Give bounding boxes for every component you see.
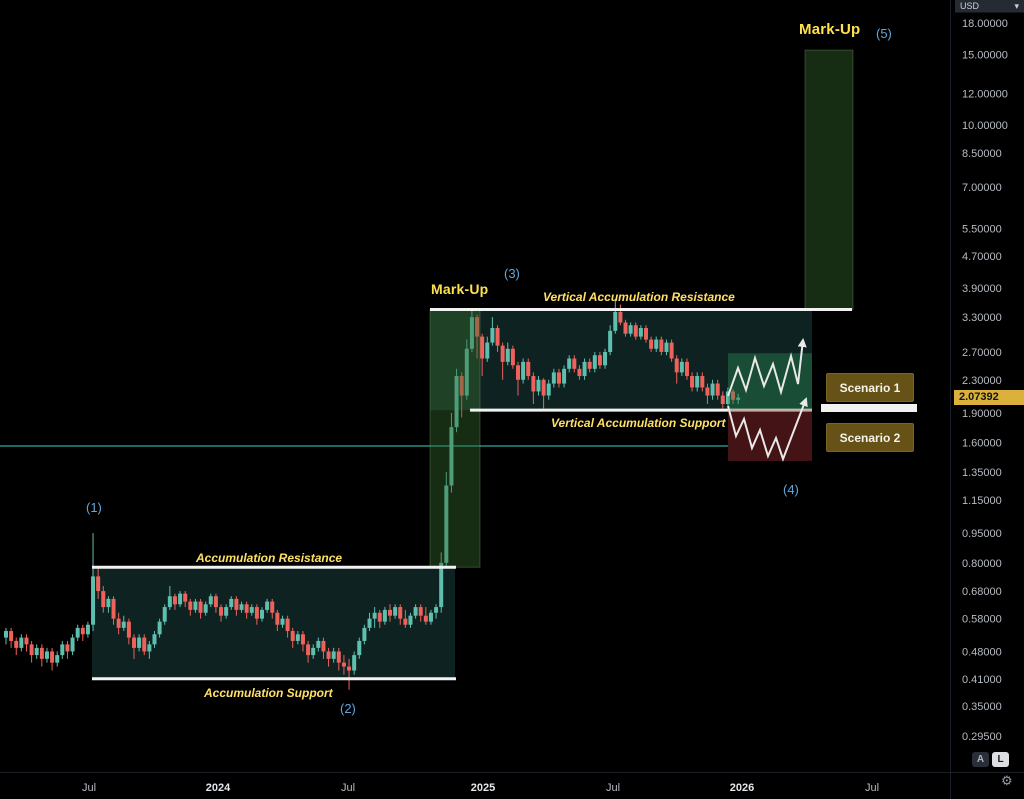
caret-down-icon: ▾ — [1014, 0, 1019, 11]
markup-2 — [804, 49, 854, 310]
price-tick: 0.41000 — [962, 674, 1002, 686]
price-tick: 1.90000 — [962, 408, 1002, 420]
scenario-1-label[interactable]: Scenario 1 — [826, 373, 914, 402]
auto-scale-button[interactable]: A — [972, 752, 989, 767]
price-tick: 8.50000 — [962, 148, 1002, 160]
price-tick: 10.00000 — [962, 120, 1008, 132]
markup-boxes-layer — [429, 49, 854, 568]
time-tick: Jul — [606, 782, 620, 794]
price-tick: 0.48000 — [962, 646, 1002, 658]
levels-layer — [92, 307, 852, 681]
scenario-1-zigzag — [727, 338, 807, 397]
scenario-divider-line — [821, 404, 917, 412]
price-tick: 18.00000 — [962, 18, 1008, 30]
last-price-badge: 2.07392 — [954, 390, 1024, 405]
time-tick: 2025 — [471, 782, 495, 794]
time-tick: Jul — [82, 782, 96, 794]
price-tick: 0.68000 — [962, 586, 1002, 598]
price-tick: 0.29500 — [962, 731, 1002, 743]
price-tick: 2.30000 — [962, 375, 1002, 387]
price-tick: 3.30000 — [962, 312, 1002, 324]
zones-layer — [0, 309, 812, 679]
scenario-2-zigzag — [727, 397, 808, 462]
scenarios-layer — [727, 338, 812, 462]
markup-1 — [429, 308, 481, 568]
time-tick: 2024 — [206, 782, 231, 794]
currency-label: USD — [960, 1, 980, 11]
price-tick: 3.90000 — [962, 283, 1002, 295]
price-tick: 12.00000 — [962, 88, 1008, 100]
time-tick: Jul — [341, 782, 355, 794]
log-scale-button[interactable]: L — [992, 752, 1009, 767]
price-tick: 0.95000 — [962, 528, 1002, 540]
price-tick: 4.70000 — [962, 251, 1002, 263]
candles-layer — [4, 299, 741, 690]
scenario-1-zone — [728, 353, 812, 411]
price-tick: 7.00000 — [962, 182, 1002, 194]
currency-selector[interactable]: USD ▾ — [955, 0, 1024, 13]
time-tick: Jul — [865, 782, 879, 794]
price-tick: 15.00000 — [962, 50, 1008, 62]
settings-gear-icon[interactable]: ⚙ — [1001, 773, 1013, 788]
price-tick: 1.35000 — [962, 467, 1002, 479]
price-tick: 0.35000 — [962, 701, 1002, 713]
price-tick: 5.50000 — [962, 224, 1002, 236]
price-tick: 0.80000 — [962, 558, 1002, 570]
price-tick: 0.58000 — [962, 614, 1002, 626]
scenario-2-label[interactable]: Scenario 2 — [826, 423, 914, 452]
price-tick: 2.70000 — [962, 347, 1002, 359]
time-tick: 2026 — [730, 782, 754, 794]
price-tick: 1.60000 — [962, 438, 1002, 450]
price-tick: 1.15000 — [962, 495, 1002, 507]
